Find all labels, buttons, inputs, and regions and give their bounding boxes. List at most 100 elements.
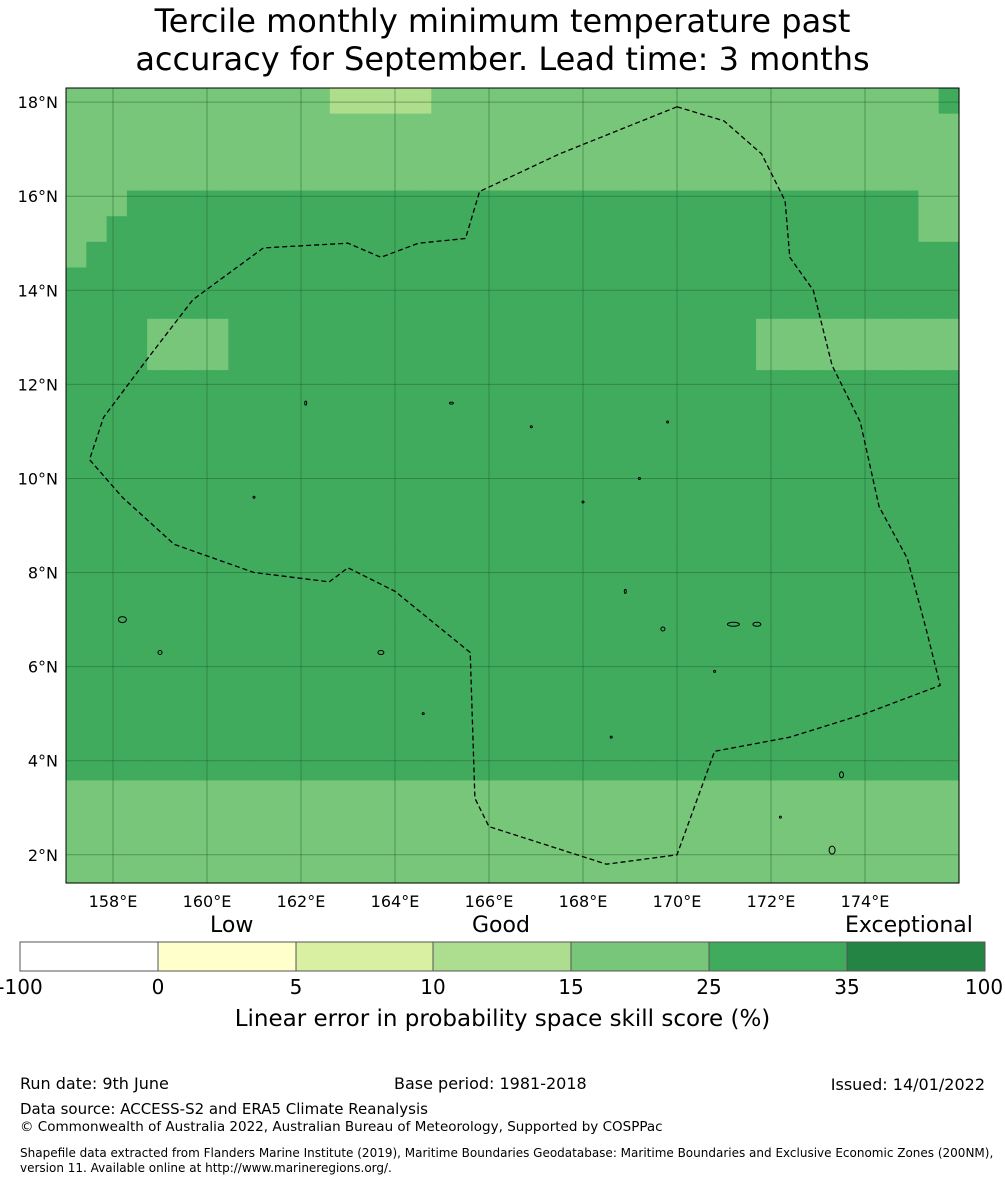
skill-cell: [208, 754, 229, 782]
skill-cell: [309, 344, 331, 371]
skill-cell: [613, 780, 635, 807]
skill-cell: [411, 164, 432, 192]
skill-cell: [938, 370, 960, 397]
skill-cell: [309, 293, 331, 320]
skill-cell: [431, 447, 453, 474]
skill-cell: [228, 164, 250, 192]
skill-cell: [816, 831, 838, 858]
skill-cell: [715, 164, 737, 192]
skill-cell: [877, 318, 899, 346]
skill-cell: [431, 113, 453, 140]
skill-cell: [654, 498, 676, 525]
skill-cell: [431, 652, 453, 679]
skill-cell: [431, 600, 453, 628]
skill-cell: [431, 677, 453, 705]
skill-cell: [431, 626, 453, 653]
colorbar-tick-6: 35: [834, 975, 860, 999]
skill-cell: [228, 729, 250, 756]
skill-cell: [167, 164, 189, 192]
skill-cell: [66, 241, 87, 269]
skill-cell: [837, 549, 859, 576]
skill-cell: [492, 780, 514, 807]
skill-cell: [613, 754, 635, 782]
skill-cell: [208, 216, 229, 243]
skill-cell: [106, 857, 128, 884]
skill-cell: [613, 652, 635, 679]
skill-cell: [512, 780, 534, 807]
skill-cell: [898, 395, 920, 422]
skill-cell: [634, 370, 656, 397]
skill-cell: [938, 164, 960, 192]
skill-cell: [857, 523, 879, 551]
skill-cell: [898, 652, 920, 679]
skill-cell: [634, 395, 656, 422]
skill-cell: [776, 523, 798, 551]
skill-cell: [674, 395, 696, 422]
skill-cell: [674, 703, 696, 730]
skill-cell: [877, 754, 899, 782]
skill-cell: [167, 549, 189, 576]
skill-cell: [471, 703, 493, 730]
skill-cell: [350, 626, 372, 653]
skill-cell: [471, 549, 493, 576]
skill-cell: [451, 754, 473, 782]
skill-cell: [66, 421, 87, 448]
skill-cell: [208, 164, 229, 192]
skill-cell: [553, 729, 574, 756]
skill-cell: [106, 549, 128, 576]
skill-cell: [877, 600, 899, 628]
skill-cell: [228, 267, 250, 294]
skill-cell: [390, 600, 412, 628]
skill-cell: [329, 88, 351, 115]
skill-cell: [756, 729, 777, 756]
skill-cell: [573, 370, 595, 397]
skill-cell: [634, 754, 656, 782]
skill-cell: [228, 523, 250, 551]
skill-cell: [877, 216, 899, 243]
skill-cell: [370, 370, 392, 397]
skill-cell: [471, 780, 493, 807]
skill-cell: [370, 293, 392, 320]
skill-cell: [471, 395, 493, 422]
skill-cell: [695, 164, 717, 192]
latitude-label: 10°N: [18, 469, 58, 488]
skill-cell: [512, 806, 534, 833]
title-line-1: Tercile monthly minimum temperature past: [154, 2, 851, 40]
skill-cell: [370, 780, 392, 807]
skill-cell: [573, 88, 595, 115]
skill-cell: [816, 421, 838, 448]
skill-cell: [756, 549, 777, 576]
skill-cell: [613, 139, 635, 166]
skill-cell: [735, 447, 757, 474]
skill-cell: [471, 370, 493, 397]
skill-cell: [492, 831, 514, 858]
skill-cell: [654, 703, 676, 730]
skill-cell: [228, 703, 250, 730]
skill-cell: [471, 113, 493, 140]
skill-cell: [147, 857, 169, 884]
skill-cell: [147, 293, 169, 320]
skill-cell: [715, 267, 737, 294]
skill-cell: [492, 575, 514, 602]
skill-cell: [756, 164, 777, 192]
skill-cell: [674, 472, 696, 499]
eez-boundary-line: [88, 106, 941, 865]
skill-cell: [106, 370, 128, 397]
skill-cell: [86, 806, 108, 833]
skill-cell: [816, 395, 838, 422]
skill-cell: [796, 780, 818, 807]
skill-cell: [147, 600, 169, 628]
skill-cell: [532, 652, 554, 679]
skill-cell: [877, 164, 899, 192]
skill-cell: [411, 600, 432, 628]
skill-cell: [573, 318, 595, 346]
skill-cell: [553, 318, 574, 346]
skill-cell: [390, 164, 412, 192]
skill-cell: [593, 267, 615, 294]
skill-cell: [816, 293, 838, 320]
skill-cell: [674, 626, 696, 653]
colorbar-box: [708, 941, 848, 972]
skill-cell: [857, 164, 879, 192]
skill-cell: [431, 575, 453, 602]
skill-cell: [492, 139, 514, 166]
